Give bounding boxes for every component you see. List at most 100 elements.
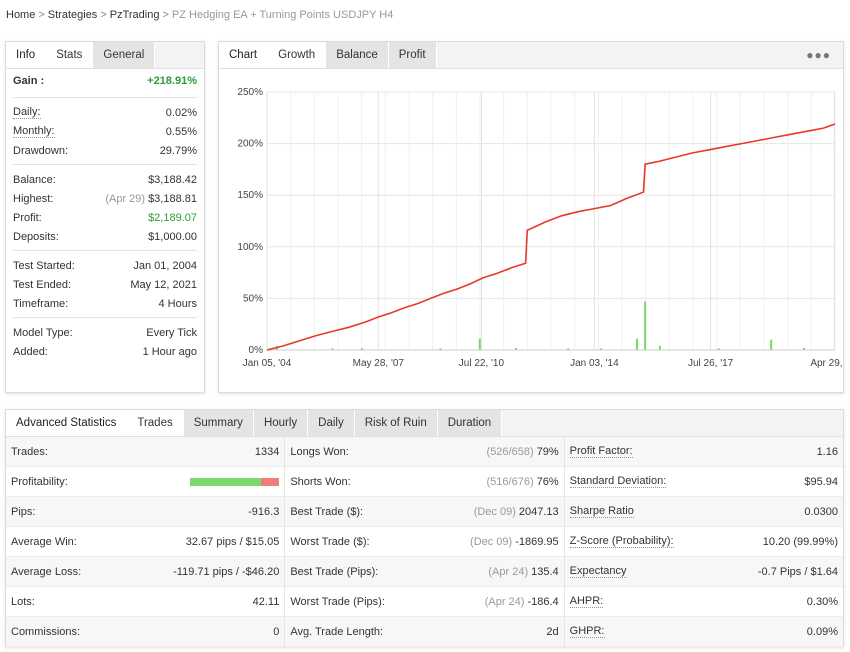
breadcrumb: Home > Strategies > PzTrading > PZ Hedging EA … [6,9,393,21]
tab-balance[interactable]: Balance [326,42,389,68]
monthly-label[interactable]: Monthly: [13,125,55,138]
balance-label: Balance: [13,173,56,186]
stats-grid: Trades: 1334 Profitability: Pips: -916.3… [6,437,843,647]
stat-row-ghpr: GHPR: 0.09% [564,617,843,647]
stat-value: -186.4 [527,595,559,608]
more-dots-icon[interactable]: ●●● [806,48,831,62]
stat-row-commissions: Commissions: 0 [6,617,285,647]
tab-profit[interactable]: Profit [388,42,437,68]
tab-info[interactable]: Info [6,42,47,68]
stat-value: 42.11 [252,595,280,608]
stat-row-pips: Pips: -916.3 [6,497,285,527]
profit-label: Profit: [13,211,42,224]
stat-label: Worst Trade ($): [290,535,370,548]
daily-value: 0.02% [165,106,197,119]
tab-general[interactable]: General [93,42,156,68]
tab-duration[interactable]: Duration [437,410,503,436]
deposits-value: $1,000.00 [148,230,197,243]
stat-value: 79% [536,445,559,458]
stat-row-profitability: Profitability: [6,467,285,497]
stat-value: -1869.95 [515,535,559,548]
tab-stats[interactable]: Stats [46,42,94,68]
stat-value: 10.20 (99.99%) [762,535,838,548]
stat-row-ahpr: AHPR: 0.30% [564,587,843,617]
stat-row-profit-factor: Profit Factor: 1.16 [564,437,843,467]
divider [13,97,197,98]
tab-summary[interactable]: Summary [183,410,254,436]
test-ended-row: Test Ended: May 12, 2021 [13,275,197,294]
stat-note: (516/676) [486,475,534,488]
stat-row-best-trade-usd: Best Trade ($): (Dec 09) 2047.13 [285,497,564,527]
profit-bar [514,347,517,350]
breadcrumb-current: PZ Hedging EA + Turning Points USDJPY H4 [171,9,394,21]
stat-value: 0 [273,625,280,638]
stat-label[interactable]: GHPR: [569,625,605,638]
stat-row-z-score: Z-Score (Probability): 10.20 (99.99%) [564,527,843,557]
stat-label: Trades: [11,445,48,458]
tab-chart[interactable]: Chart [219,42,269,68]
breadcrumb-separator: > [100,9,107,21]
tab-advanced-statistics[interactable]: Advanced Statistics [6,410,128,436]
stat-row-average-loss: Average Loss: -119.71 pips / -$46.20 [6,557,285,587]
timeframe-value: 4 Hours [158,297,197,310]
stat-label: Commissions: [11,625,81,638]
stat-value: 2047.13 [518,505,559,518]
tab-growth[interactable]: Growth [268,42,327,68]
divider [13,317,197,318]
x-tick-label: Jul 22, '10 [459,358,505,369]
stat-label[interactable]: Z-Score (Probability): [569,535,674,548]
stats-column-1: Trades: 1334 Profitability: Pips: -916.3… [6,437,286,647]
profit-bar [644,301,647,350]
added-value: 1 Hour ago [142,345,197,358]
stats-column-3: Profit Factor: 1.16 Standard Deviation: … [564,437,843,647]
breadcrumb-pztrading[interactable]: PzTrading [109,9,160,21]
stat-value: 32.67 pips / $15.05 [185,535,280,548]
profit-bar [770,339,773,350]
stat-label: Average Loss: [11,565,82,578]
stat-label[interactable]: Expectancy [569,565,627,578]
profit-bar [439,348,442,350]
stat-label[interactable]: AHPR: [569,595,604,608]
gain-row: Gain : +218.91% [13,69,197,93]
tab-hourly[interactable]: Hourly [253,410,309,436]
stat-row-sharpe-ratio: Sharpe Ratio 0.0300 [564,497,843,527]
stat-value: 76% [536,475,559,488]
y-tick-label: 0% [249,345,264,356]
stat-label[interactable]: Standard Deviation: [569,475,667,488]
stat-row-worst-trade-usd: Worst Trade ($): (Dec 09) -1869.95 [285,527,564,557]
breadcrumb-home[interactable]: Home [6,9,36,21]
tab-trades[interactable]: Trades [127,410,184,436]
profit-bar [360,348,363,350]
stat-row-lots: Lots: 42.11 [6,587,285,617]
stat-label: Worst Trade (Pips): [290,595,385,608]
profit-bar [658,345,661,350]
breadcrumb-strategies[interactable]: Strategies [47,9,98,21]
stat-value: 2d [546,625,559,638]
stat-label: Average Win: [11,535,77,548]
stat-row-shorts-won: Shorts Won: (516/676) 76% [285,467,564,497]
stat-label: Pips: [11,505,36,518]
stat-row-avg-trade-length: Avg. Trade Length: 2d [285,617,564,647]
stat-label[interactable]: Profit Factor: [569,445,633,458]
profit-bar [599,348,602,350]
tab-risk-of-ruin[interactable]: Risk of Ruin [354,410,438,436]
stat-label[interactable]: Sharpe Ratio [569,505,634,518]
added-row: Added: 1 Hour ago [13,342,197,361]
model-type-label: Model Type: [13,326,73,339]
stat-label: Best Trade ($): [290,505,364,518]
x-tick-label: Apr 29, '21 [810,358,843,369]
advanced-statistics-panel: Advanced Statistics Trades Summary Hourl… [5,409,844,647]
added-label: Added: [13,345,48,358]
gain-label: Gain : [13,75,45,87]
stat-row-best-trade-pips: Best Trade (Pips): (Apr 24) 135.4 [285,557,564,587]
balance-value: $3,188.42 [148,173,197,186]
y-tick-label: 150% [237,190,263,201]
daily-label[interactable]: Daily: [13,106,41,119]
stat-value: -0.7 Pips / $1.64 [757,565,838,578]
model-type-value: Every Tick [146,326,197,339]
stat-label: Profitability: [11,475,68,488]
stat-value: 0.30% [806,595,838,608]
chart-tabs: Chart Growth Balance Profit [219,42,843,69]
tab-daily[interactable]: Daily [308,410,355,436]
deposits-row: Deposits: $1,000.00 [13,227,197,246]
